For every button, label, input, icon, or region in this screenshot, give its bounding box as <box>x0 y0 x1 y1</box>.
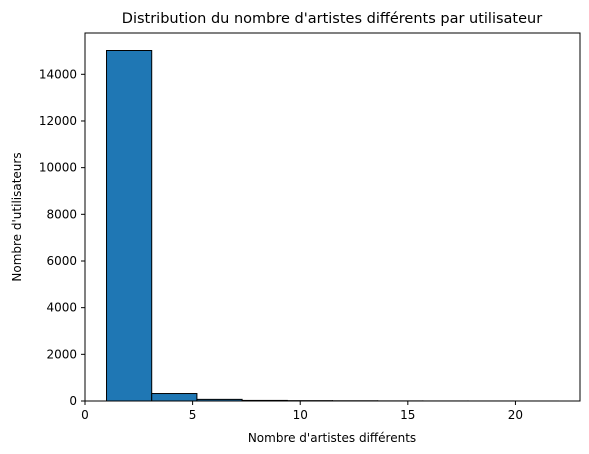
x-tick-label: 20 <box>508 408 523 422</box>
y-tick-label: 6000 <box>46 254 77 268</box>
y-tick-label: 4000 <box>46 301 77 315</box>
histogram-bar <box>107 51 152 401</box>
y-tick-label: 10000 <box>39 161 77 175</box>
y-tick-label: 2000 <box>46 347 77 361</box>
x-tick-label: 10 <box>293 408 308 422</box>
x-tick-label: 0 <box>81 408 89 422</box>
y-tick-label: 8000 <box>46 207 77 221</box>
plot-frame <box>85 33 580 401</box>
x-tick-label: 5 <box>189 408 197 422</box>
y-axis-ticks: 0 2000 4000 6000 8000 10000 12000 14000 <box>39 67 85 408</box>
y-tick-label: 14000 <box>39 67 77 81</box>
chart-title: Distribution du nombre d'artistes différ… <box>122 11 542 27</box>
x-axis-ticks: 0 5 10 15 20 <box>81 401 523 422</box>
y-tick-label: 12000 <box>39 114 77 128</box>
histogram-bar <box>152 394 197 401</box>
bars-group <box>107 51 559 401</box>
y-axis-label: Nombre d'utilisateurs <box>10 152 24 281</box>
y-tick-label: 0 <box>69 394 77 408</box>
x-tick-label: 15 <box>400 408 415 422</box>
x-axis-label: Nombre d'artistes différents <box>248 431 416 445</box>
